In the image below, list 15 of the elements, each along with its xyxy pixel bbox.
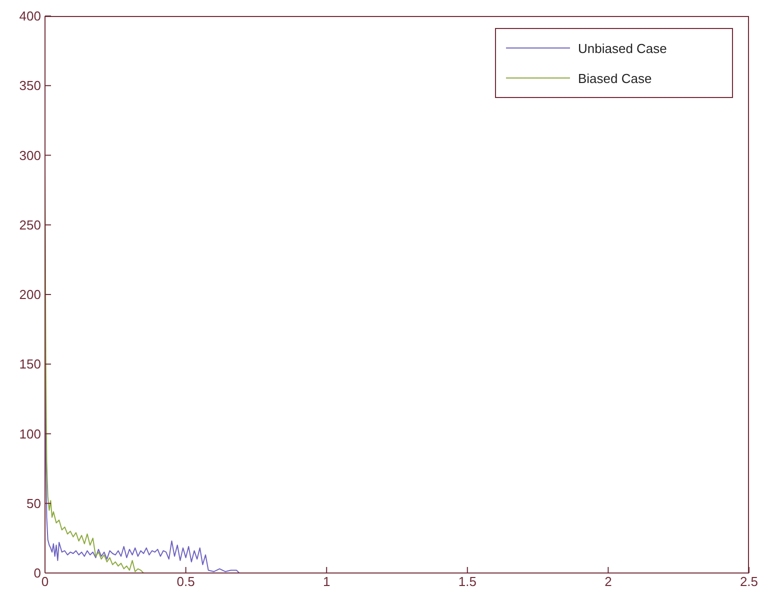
x-tick-label: 2.5	[740, 574, 758, 590]
y-tick-label: 250	[19, 217, 41, 232]
y-tick-label: 200	[19, 287, 41, 302]
y-tick-label: 50	[26, 496, 41, 511]
y-tick-label: 400	[19, 8, 41, 24]
y-tick-label: 350	[19, 78, 41, 94]
y-tick-label: 100	[19, 426, 41, 442]
x-tick-label: 2	[604, 574, 612, 590]
y-tick-label: 300	[19, 148, 41, 163]
legend-label: Biased Case	[578, 70, 652, 86]
x-tick-label: 1.5	[458, 574, 476, 590]
x-tick-label: 1	[322, 574, 330, 590]
x-tick-label: 0.5	[176, 574, 195, 590]
y-tick-label: 150	[19, 356, 41, 372]
legend-label: Unbiased Case	[578, 40, 667, 56]
